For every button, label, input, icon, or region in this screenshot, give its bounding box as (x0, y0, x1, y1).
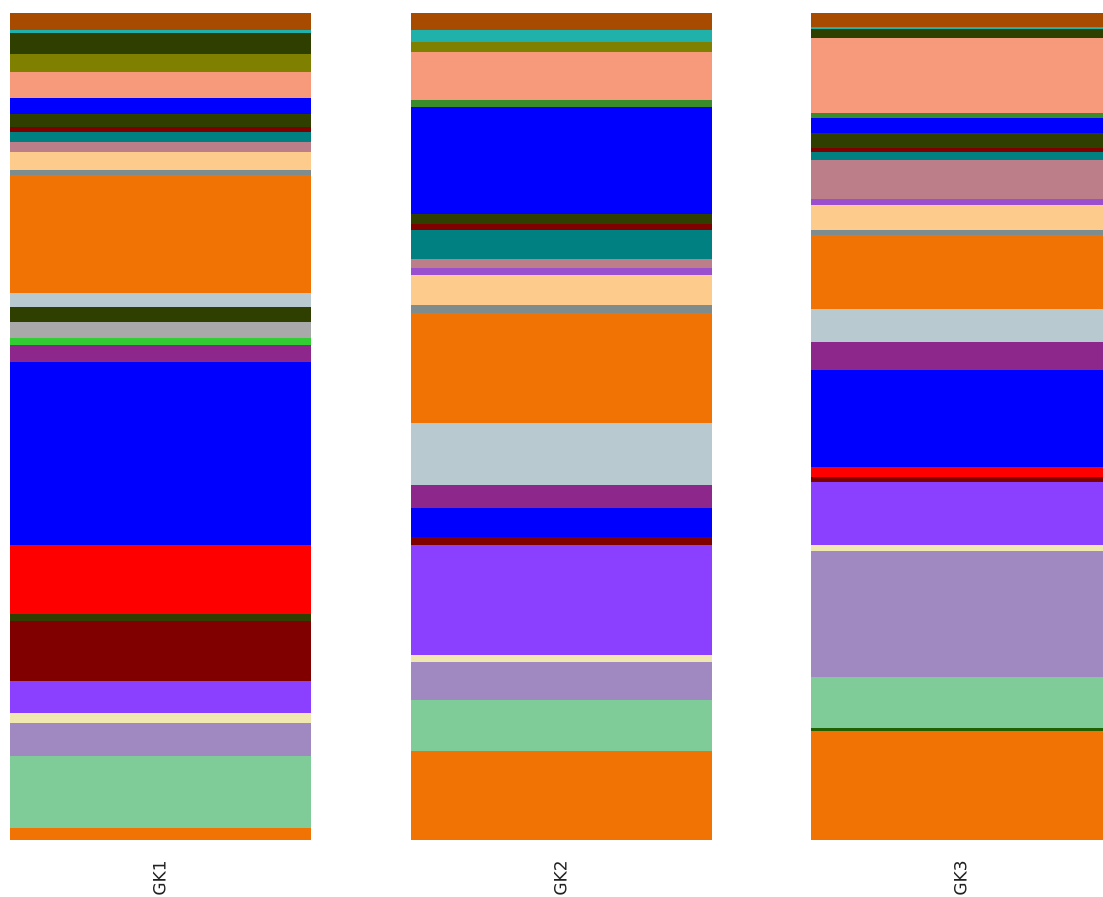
bar-segment (811, 118, 1103, 133)
bar-segment (10, 142, 311, 152)
bar-segment (811, 133, 1103, 148)
bar-segment (811, 342, 1103, 370)
bar-segment (411, 508, 712, 537)
bar-segment (411, 545, 712, 655)
bar-segment (811, 728, 1103, 731)
bar-segment (411, 52, 712, 100)
bar-segment (10, 13, 311, 30)
bar-segment (10, 545, 311, 614)
bar-segment (10, 322, 311, 338)
bar-segment (411, 662, 712, 700)
bar-segment (10, 170, 311, 175)
bar-segment (811, 160, 1103, 199)
bar-segment (811, 309, 1103, 342)
bar-segment (811, 235, 1103, 309)
bar-segment (10, 681, 311, 713)
bar-segment (411, 655, 712, 662)
bar-segment (10, 54, 311, 72)
bar-segment (10, 713, 311, 723)
bar-segment (811, 677, 1103, 728)
bar-segment (411, 259, 712, 268)
bar-segment (411, 107, 712, 214)
bar-segment (411, 224, 712, 230)
bar-segment (10, 114, 311, 127)
bar-segment (10, 756, 311, 828)
bar-segment (411, 700, 712, 751)
bar-segment (811, 29, 1103, 38)
bar-segment (811, 205, 1103, 230)
bar-segment (10, 723, 311, 756)
bar-segment (411, 751, 712, 840)
bar-segment (411, 13, 712, 30)
bar-segment (411, 275, 712, 305)
bar-segment (411, 100, 712, 107)
bar-segment (10, 362, 311, 545)
bar-segment (10, 621, 311, 681)
bar-segment (811, 152, 1103, 160)
bar-segment (411, 30, 712, 42)
bar-segment (411, 42, 712, 52)
bar-segment (811, 551, 1103, 677)
bar-segment (811, 38, 1103, 113)
bar-segment (411, 485, 712, 508)
bar-segment (811, 467, 1103, 477)
bar-segment (811, 148, 1103, 152)
bar-segment (811, 113, 1103, 118)
bar-segment (10, 72, 311, 98)
bar-segment (811, 230, 1103, 235)
bar-segment (10, 132, 311, 142)
bar-segment (811, 27, 1103, 29)
bar-segment (811, 13, 1103, 27)
bar-segment (411, 230, 712, 259)
bar-segment (10, 33, 311, 54)
bar-segment (10, 828, 311, 840)
bar-segment (10, 338, 311, 345)
bar-segment (411, 305, 712, 313)
x-tick-label: GK2 (552, 860, 572, 895)
bar-segment (10, 127, 311, 132)
bar-segment (811, 731, 1103, 840)
bar-segment (811, 199, 1103, 205)
bar-segment (811, 545, 1103, 551)
bar-segment (411, 268, 712, 275)
bar-segment (10, 152, 311, 170)
bar-segment (411, 537, 712, 545)
bar-segment (10, 30, 311, 33)
bar-segment (10, 307, 311, 322)
bar-segment (411, 214, 712, 224)
bar-segment (411, 423, 712, 485)
bar-segment (811, 482, 1103, 545)
x-tick-label: GK1 (151, 860, 171, 895)
bar-segment (411, 313, 712, 423)
bar-segment (10, 175, 311, 293)
bar-segment (10, 345, 311, 362)
bar-segment (10, 293, 311, 307)
bar-segment (10, 98, 311, 114)
bar-segment (811, 477, 1103, 482)
bar-segment (811, 370, 1103, 467)
x-tick-label: GK3 (952, 860, 972, 895)
bar-segment (10, 614, 311, 621)
